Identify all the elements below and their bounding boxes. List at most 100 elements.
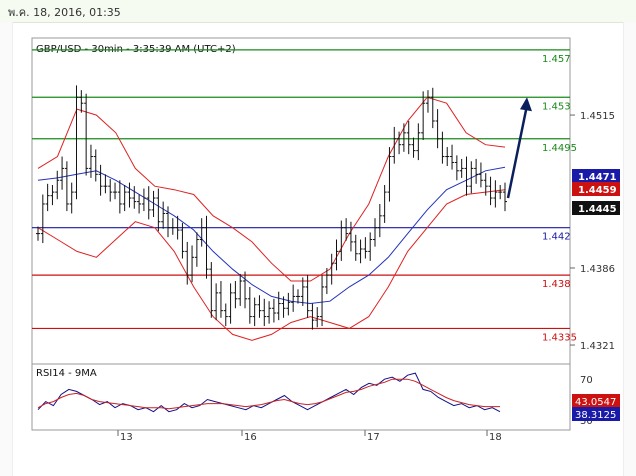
candle-51 xyxy=(281,296,286,318)
candle-15 xyxy=(108,179,113,202)
candle-71 xyxy=(377,203,382,238)
candle-24 xyxy=(151,190,156,218)
candle-52 xyxy=(286,292,291,316)
candle-19 xyxy=(127,182,132,208)
candle-96 xyxy=(498,184,503,200)
y-tick-0: 1.4515 xyxy=(580,111,615,122)
candle-21 xyxy=(137,194,142,214)
x-tick-0: 13 xyxy=(120,432,133,443)
x-tick-1: 16 xyxy=(244,432,257,443)
candle-55 xyxy=(300,277,305,306)
candle-36 xyxy=(209,262,214,318)
candle-83 xyxy=(435,109,440,149)
candle-88 xyxy=(459,158,464,178)
candle-76 xyxy=(401,123,406,152)
candles xyxy=(36,85,507,330)
bb-lower-line xyxy=(37,189,506,341)
candle-8 xyxy=(74,85,79,200)
candle-95 xyxy=(493,180,498,208)
price-tag-0: 1.4471 xyxy=(578,172,617,183)
candle-23 xyxy=(146,186,151,220)
candle-81 xyxy=(425,90,430,113)
rsi-tag-bg-0 xyxy=(572,394,620,408)
candle-0 xyxy=(36,226,40,241)
price-tag-2: 1.4445 xyxy=(578,204,617,215)
candle-1 xyxy=(40,194,45,244)
candle-60 xyxy=(324,267,329,295)
candle-74 xyxy=(392,126,397,164)
forecast-arrow xyxy=(506,97,532,199)
candle-77 xyxy=(406,120,411,155)
candle-97 xyxy=(503,182,507,212)
candle-61 xyxy=(329,253,334,285)
candle-39 xyxy=(223,303,228,327)
candle-47 xyxy=(262,298,267,327)
candle-12 xyxy=(93,149,98,182)
candle-27 xyxy=(165,206,170,238)
candle-78 xyxy=(411,137,416,158)
price-tag-bg-2 xyxy=(572,201,620,215)
price-tag-bg-0 xyxy=(572,169,620,183)
candle-84 xyxy=(440,131,445,164)
ma-line xyxy=(37,166,506,305)
arrow-head xyxy=(520,97,532,112)
candle-79 xyxy=(416,123,421,161)
candle-63 xyxy=(339,220,344,261)
candle-11 xyxy=(88,144,93,178)
candle-41 xyxy=(233,281,238,309)
level-label-1: 1.453 xyxy=(542,101,571,112)
candle-69 xyxy=(368,232,373,261)
rsi-series-1 xyxy=(37,378,500,410)
candle-18 xyxy=(122,184,127,212)
candle-54 xyxy=(295,289,300,304)
candle-35 xyxy=(204,215,209,279)
price-tag-bg-1 xyxy=(572,182,620,196)
right-panel-edge xyxy=(623,22,636,476)
candle-67 xyxy=(358,239,363,264)
candle-33 xyxy=(194,232,199,267)
candle-10 xyxy=(84,93,89,176)
level-label-2: 1.4495 xyxy=(542,143,577,154)
candle-80 xyxy=(421,91,426,140)
candle-6 xyxy=(64,161,69,212)
candle-68 xyxy=(363,237,368,259)
candle-92 xyxy=(478,162,483,188)
candle-53 xyxy=(291,284,296,312)
candle-5 xyxy=(60,156,65,190)
candle-66 xyxy=(353,234,358,261)
rsi-tag-1: 38.3125 xyxy=(575,410,616,421)
candle-64 xyxy=(344,218,349,241)
candle-44 xyxy=(247,286,252,324)
candle-43 xyxy=(243,271,248,309)
axis-ticks: 13 16 17 18 1.4515 1.4386 1.4321 70 30 xyxy=(117,111,615,443)
rsi-series-0 xyxy=(37,372,501,413)
level-lines: 1.457 1.453 1.4495 1.442 1.438 1.4335 xyxy=(32,49,577,343)
candle-28 xyxy=(170,218,175,235)
candle-37 xyxy=(214,283,219,321)
candle-50 xyxy=(276,291,281,321)
candle-87 xyxy=(454,155,459,181)
candle-2 xyxy=(45,183,50,212)
candle-26 xyxy=(161,201,166,229)
x-tick-2: 17 xyxy=(367,432,380,443)
candle-17 xyxy=(117,180,122,214)
bb-upper-line xyxy=(37,96,506,282)
candle-42 xyxy=(238,273,243,306)
candle-9 xyxy=(79,90,84,113)
header-bar: พ.ค. 18, 2016, 01:35 xyxy=(0,0,636,23)
candle-40 xyxy=(228,283,233,324)
candle-16 xyxy=(113,182,118,200)
candle-65 xyxy=(348,221,353,252)
bollinger-bands xyxy=(37,96,506,341)
timestamp: พ.ค. 18, 2016, 01:35 xyxy=(8,6,121,19)
candle-34 xyxy=(199,218,204,247)
y-tick-1: 1.4386 xyxy=(580,264,615,275)
candle-70 xyxy=(373,218,378,247)
candle-46 xyxy=(257,295,262,318)
x-tick-3: 18 xyxy=(489,432,502,443)
candle-22 xyxy=(141,188,146,212)
candle-31 xyxy=(185,241,190,285)
rsi-tag-0: 43.0547 xyxy=(575,397,616,408)
candle-48 xyxy=(267,301,272,324)
candle-45 xyxy=(252,297,257,327)
